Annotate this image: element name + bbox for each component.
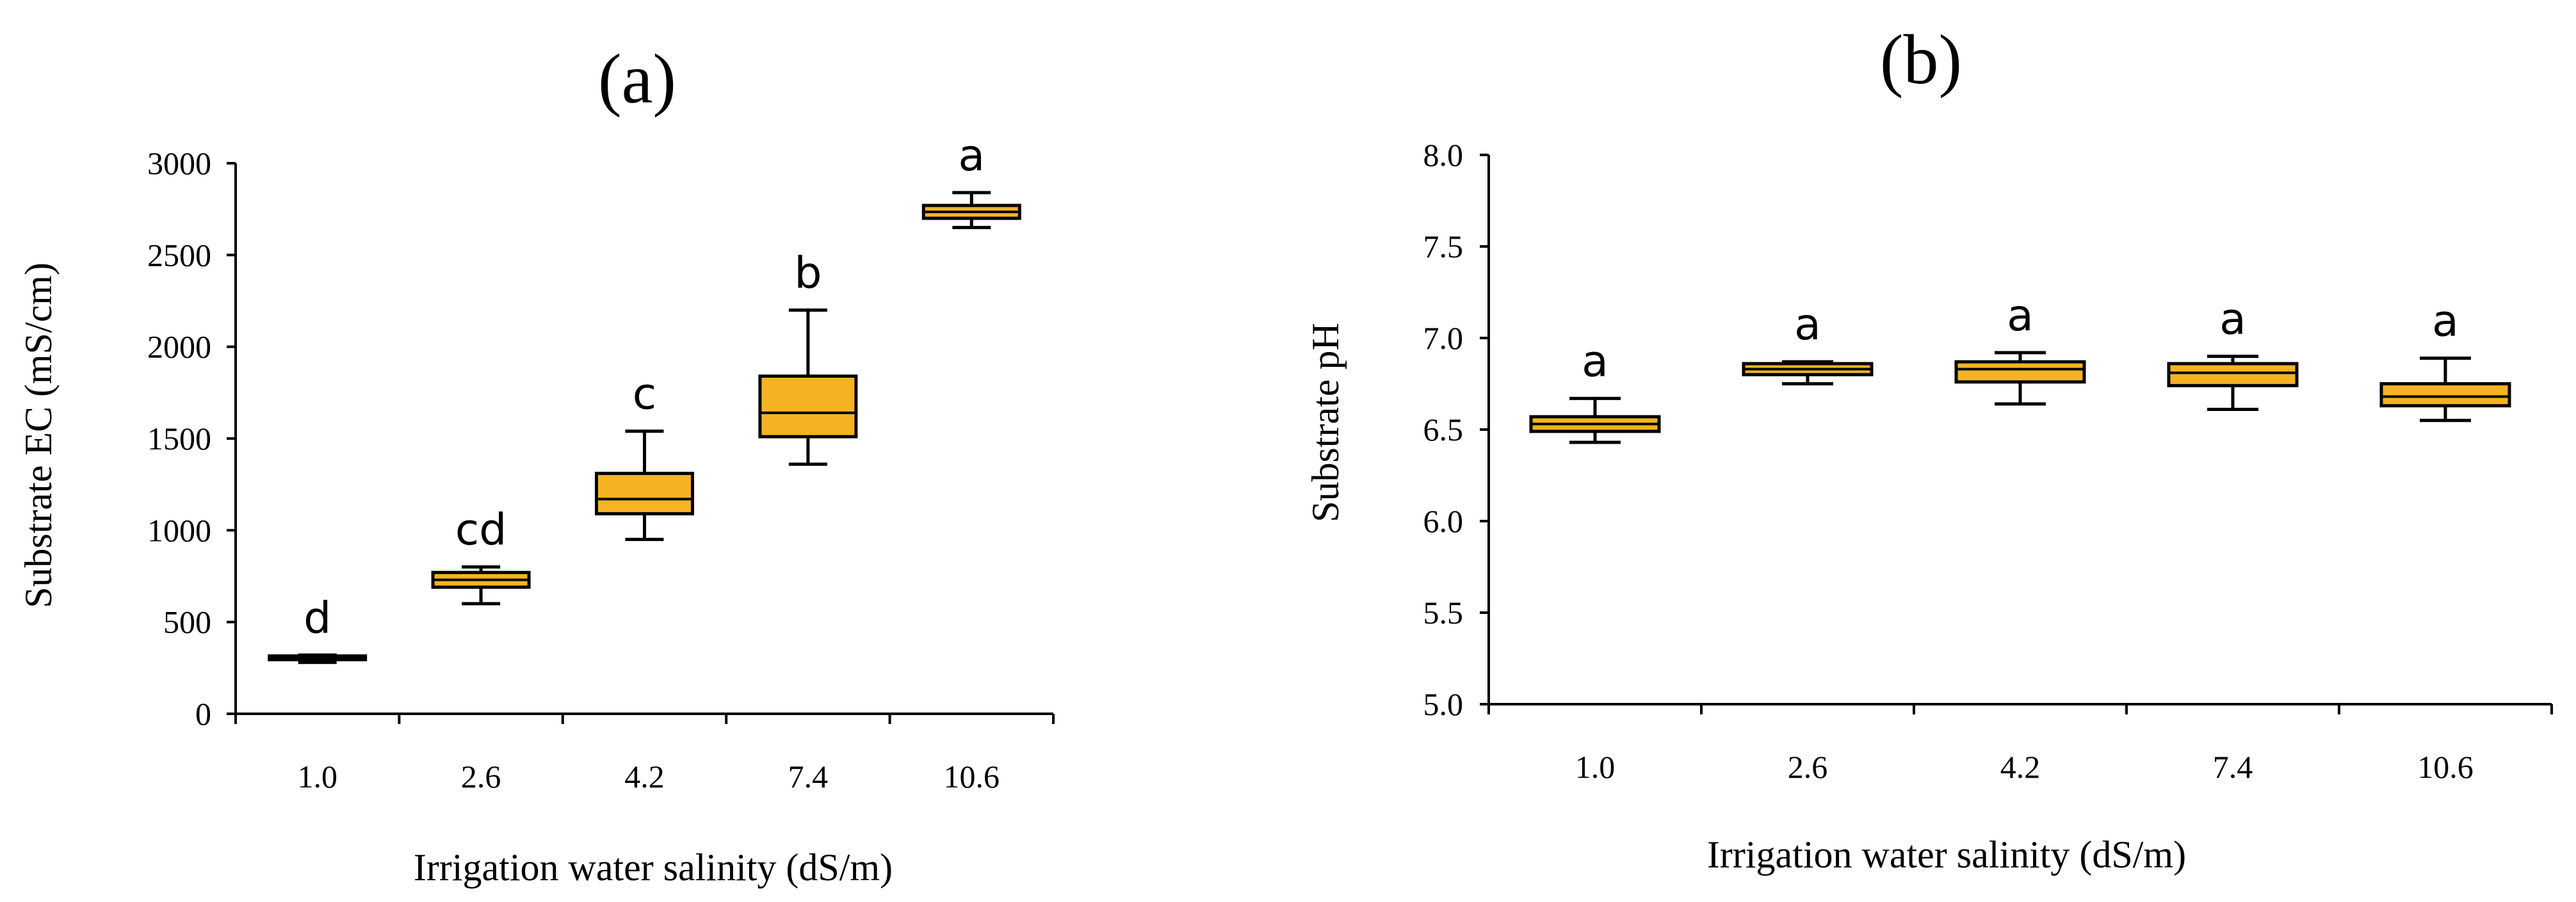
box-2.6 xyxy=(1742,360,1874,385)
y-tick-label: 8.0 xyxy=(1423,137,1464,173)
box-10.6 xyxy=(2379,356,2511,423)
panel-a-y-ticks: 0 500 1000 1500 2000 2500 3000 xyxy=(147,145,237,732)
panel-b-label: (b) xyxy=(1880,20,1962,99)
box-4.2 xyxy=(1954,351,2086,406)
panel-b-letters: aa a a a xyxy=(1582,291,2459,387)
panel-a-boxes xyxy=(268,191,1021,664)
panel-b-y-axis-title: Substrate pH xyxy=(1304,323,1347,522)
panel-b-boxes xyxy=(1529,351,2511,444)
y-tick-label: 2000 xyxy=(147,329,211,365)
y-tick-label: 7.0 xyxy=(1423,320,1464,356)
panel-b-x-axis-title: Irrigation water salinity (dS/m) xyxy=(1707,834,2186,876)
panel-b-y-ticks: 5.0 5.5 6.0 6.5 7.0 7.5 8.0 xyxy=(1423,137,1490,722)
significance-letter: c xyxy=(633,369,656,420)
y-tick-label: 500 xyxy=(163,604,211,640)
panel-a-x-ticks: 1.0 2.6 4.2 7.4 10.6 xyxy=(234,713,1055,794)
box-7.4 xyxy=(2167,355,2299,412)
x-tick-label: 10.6 xyxy=(2417,749,2474,785)
significance-letter: a xyxy=(2219,294,2246,345)
y-tick-label: 0 xyxy=(195,696,211,732)
y-tick-label: 2500 xyxy=(147,237,211,273)
iqr-box xyxy=(1954,360,2086,384)
y-tick-label: 5.5 xyxy=(1423,595,1464,631)
significance-letter: a xyxy=(1582,336,1608,387)
x-tick-label: 7.4 xyxy=(2213,749,2253,785)
x-tick-label: 2.6 xyxy=(461,759,501,794)
box-2.6 xyxy=(431,565,531,606)
y-tick-label: 3000 xyxy=(147,145,211,181)
y-tick-label: 6.0 xyxy=(1423,503,1464,539)
box-7.4 xyxy=(758,308,858,466)
significance-letter: cd xyxy=(455,505,507,556)
box-4.2 xyxy=(595,430,694,542)
x-tick-label: 10.6 xyxy=(944,759,1000,794)
y-tick-label: 7.5 xyxy=(1423,229,1464,264)
x-tick-label: 4.2 xyxy=(624,759,665,794)
iqr-box xyxy=(2167,362,2299,387)
box-1.0 xyxy=(268,653,368,664)
box-10.6 xyxy=(921,191,1021,229)
iqr-box xyxy=(595,471,694,516)
significance-letter: d xyxy=(304,593,331,643)
panel-a-y-axis-title: Substrate EC (mS/cm) xyxy=(17,262,60,608)
iqr-box xyxy=(2379,382,2511,408)
panel-a-label: (a) xyxy=(598,40,676,118)
significance-letter: a xyxy=(2007,291,2034,341)
y-tick-label: 5.0 xyxy=(1423,686,1464,722)
panel-b-x-ticks: 1.0 2.6 4.2 7.4 10.6 xyxy=(1487,703,2553,785)
panel-b: (b) Substrate pH Irrigation water salini… xyxy=(1304,20,2553,876)
y-tick-label: 1500 xyxy=(147,421,211,456)
panel-a-letters: d cd c b a xyxy=(304,131,985,643)
significance-letter: b xyxy=(794,248,822,298)
iqr-box xyxy=(758,374,858,439)
panel-a-x-axis-title: Irrigation water salinity (dS/m) xyxy=(414,846,893,889)
y-tick-label: 1000 xyxy=(147,512,211,548)
panel-a: (a) Substrate EC (mS/cm) Irrigation wate… xyxy=(17,40,1055,889)
x-tick-label: 7.4 xyxy=(788,759,829,794)
significance-letter: a xyxy=(2432,296,2459,346)
x-tick-label: 2.6 xyxy=(1788,749,1828,785)
box-1.0 xyxy=(1529,396,1661,444)
y-tick-label: 6.5 xyxy=(1423,412,1464,447)
x-tick-label: 1.0 xyxy=(1575,749,1616,785)
significance-letter: a xyxy=(958,131,985,181)
x-tick-label: 4.2 xyxy=(2000,749,2041,785)
x-tick-label: 1.0 xyxy=(297,759,337,794)
significance-letter: a xyxy=(1794,300,1821,350)
